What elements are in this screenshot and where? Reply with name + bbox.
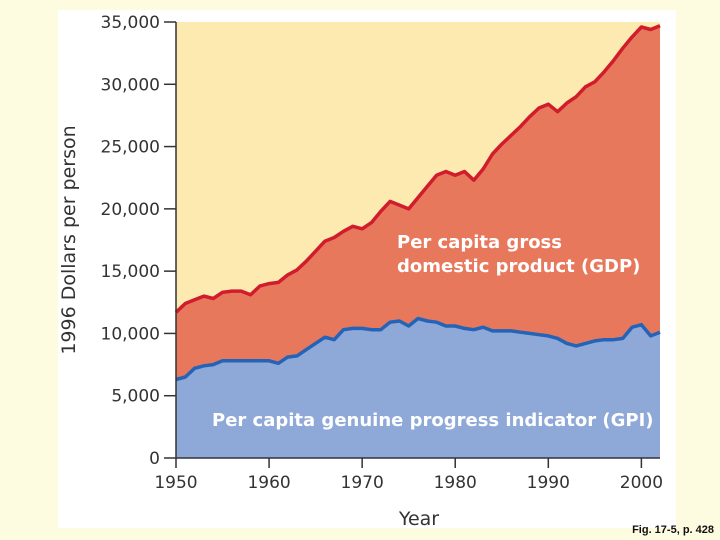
y-axis-title: 1996 Dollars per person	[58, 125, 80, 354]
y-tick-label: 0	[149, 449, 160, 469]
gpi-area	[176, 318, 660, 458]
gdp-gpi-area-chart: 0 5,000 10,000 15,000 20,000 25,000 30,000 35,0…	[58, 13, 664, 528]
x-tick-label: 2000	[620, 473, 663, 493]
y-tick-label: 15,000	[101, 262, 160, 282]
gdp-series-label-line-2: domestic product (GDP)	[397, 256, 640, 277]
y-tick-label: 10,000	[101, 324, 160, 344]
x-axis-title: Year	[398, 508, 439, 528]
x-tick-label: 1970	[341, 473, 384, 493]
y-tick-label: 20,000	[101, 200, 160, 220]
y-tick-label: 25,000	[101, 138, 160, 158]
x-tick-label: 1960	[247, 473, 290, 493]
gdp-series-label-line-1: Per capita gross	[397, 232, 562, 253]
x-tick-label: 1990	[527, 473, 570, 493]
gdp-line	[174, 24, 661, 314]
plot-layer	[174, 22, 661, 458]
y-tick-label: 5,000	[111, 387, 160, 407]
x-tick-label: 1980	[434, 473, 477, 493]
x-tick-label: 1950	[154, 473, 197, 493]
axis-layer: 0 5,000 10,000 15,000 20,000 25,000 30,000 35,0…	[101, 13, 664, 493]
figure-caption: Fig. 17-5, p. 428	[632, 524, 714, 536]
gpi-line	[175, 316, 661, 382]
gpi-series-label: Per capita genuine progress indicator (G…	[212, 410, 654, 431]
y-tick-label: 35,000	[101, 13, 160, 33]
y-tick-label: 30,000	[101, 75, 160, 95]
figure-panel: 0 5,000 10,000 15,000 20,000 25,000 30,000 35,0…	[58, 10, 676, 528]
